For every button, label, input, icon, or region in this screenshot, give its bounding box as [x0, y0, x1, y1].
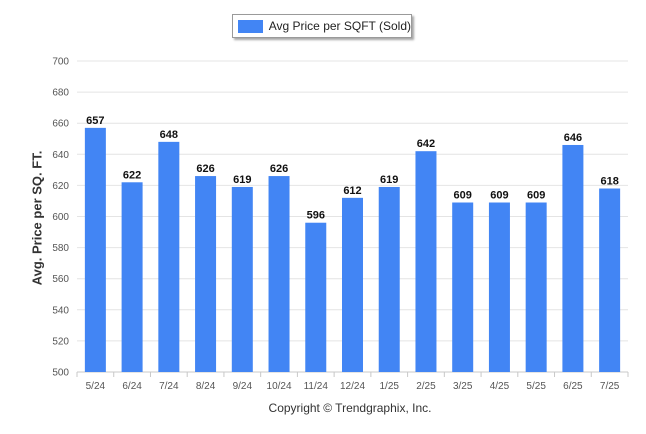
x-tick-label: 10/24: [267, 381, 292, 392]
x-tick-label: 1/25: [379, 381, 399, 392]
bar: [525, 202, 547, 372]
x-tick-label: 9/24: [233, 381, 253, 392]
legend: Avg Price per SQFT (Sold): [232, 14, 412, 38]
bar: [121, 182, 143, 372]
data-label: 626: [270, 163, 288, 175]
data-label: 626: [196, 163, 214, 175]
x-tick-label: 6/25: [563, 381, 583, 392]
x-tick-label: 12/24: [340, 381, 365, 392]
data-label: 648: [160, 129, 178, 141]
data-label: 642: [417, 138, 435, 150]
data-label: 619: [380, 174, 398, 186]
copyright-text: Copyright © Trendgraphix, Inc.: [268, 401, 432, 415]
data-label: 646: [564, 132, 582, 144]
data-label: 609: [454, 190, 472, 202]
legend-label: Avg Price per SQFT (Sold): [268, 19, 411, 33]
data-label: 612: [343, 185, 361, 197]
data-label: 596: [307, 210, 325, 222]
x-tick-label: 7/24: [159, 381, 179, 392]
bar: [452, 202, 474, 372]
y-tick-label: 700: [52, 57, 69, 68]
y-tick-label: 680: [52, 88, 69, 99]
data-label: 618: [600, 176, 618, 188]
x-tick-label: 3/25: [453, 381, 473, 392]
bar: [158, 141, 180, 372]
bar: [562, 144, 584, 372]
bar: [342, 197, 363, 372]
y-tick-label: 540: [52, 305, 69, 316]
y-tick-label: 660: [52, 119, 69, 130]
bar: [195, 176, 217, 372]
bar: [415, 151, 437, 372]
bar: [305, 222, 327, 372]
y-axis-title: Avg. Price per SQ. FT.: [29, 150, 45, 286]
x-tick-label: 8/24: [196, 381, 216, 392]
y-tick-label: 520: [52, 336, 69, 347]
data-label: 609: [490, 190, 508, 202]
y-tick-label: 620: [52, 181, 69, 192]
x-tick-label: 6/24: [122, 381, 142, 392]
x-tick-label: 5/25: [526, 381, 546, 392]
y-tick-label: 600: [52, 212, 69, 223]
y-tick-label: 560: [52, 274, 69, 285]
x-tick-label: 4/25: [490, 381, 510, 392]
bar: [268, 176, 290, 372]
data-label: 609: [527, 190, 545, 202]
x-tick-label: 7/25: [600, 381, 620, 392]
data-label: 619: [233, 174, 251, 186]
bar: [231, 186, 253, 372]
x-tick-label: 2/25: [416, 381, 436, 392]
y-tick-label: 580: [52, 243, 69, 254]
bar: [378, 186, 400, 372]
bar: [599, 188, 621, 372]
x-tick-label: 5/24: [86, 381, 106, 392]
x-tick-label: 11/24: [304, 381, 329, 392]
legend-swatch: [238, 19, 263, 33]
bar: [84, 127, 106, 373]
y-tick-label: 640: [52, 150, 69, 161]
data-label: 657: [86, 115, 104, 127]
data-label: 622: [123, 169, 141, 181]
y-tick-label: 500: [52, 368, 69, 379]
bar: [488, 202, 510, 372]
